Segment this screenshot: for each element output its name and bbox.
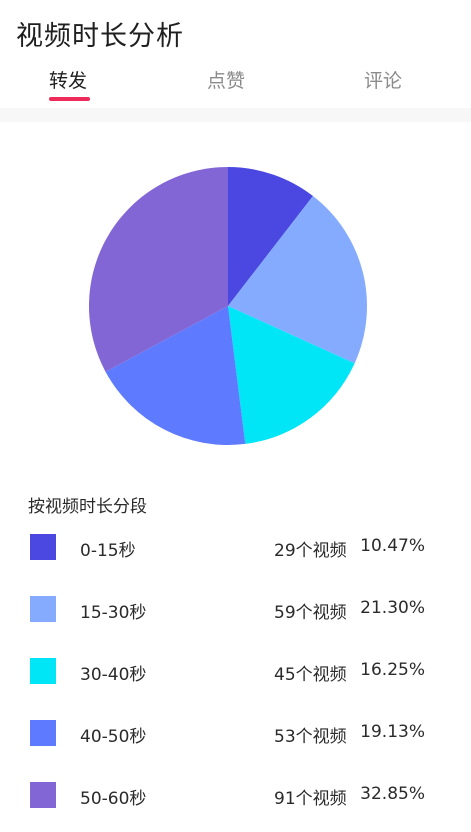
legend-range-label: 50-60秒 [80, 789, 147, 809]
legend-row-0-15: 0-15秒 29个视频 10.47% [0, 534, 471, 564]
legend-percent-label: 21.30% [360, 598, 425, 618]
legend-title: 按视频时长分段 [28, 497, 147, 517]
pie-chart-svg [89, 167, 368, 446]
legend-range-label: 15-30秒 [80, 603, 147, 623]
pie-slice-0-15秒[interactable] [228, 167, 313, 306]
legend-row-40-50: 40-50秒 53个视频 19.13% [0, 720, 471, 750]
legend-row-15-30: 15-30秒 59个视频 21.30% [0, 596, 471, 626]
legend-row-30-40: 30-40秒 45个视频 16.25% [0, 658, 471, 688]
page-title: 视频时长分析 [16, 21, 184, 52]
legend-range-label: 0-15秒 [80, 541, 136, 561]
legend-swatch [30, 720, 56, 746]
pie-slice-40-50秒[interactable] [105, 306, 246, 446]
legend-percent-label: 16.25% [360, 660, 425, 680]
section-divider [0, 108, 471, 122]
legend-swatch [30, 658, 56, 684]
tab-repost[interactable]: 转发 [49, 70, 88, 92]
tab-bar: 转发 点赞 评论 [0, 66, 471, 106]
legend-percent-label: 32.85% [360, 784, 425, 804]
legend-swatch [30, 596, 56, 622]
legend-range-label: 40-50秒 [80, 727, 147, 747]
tab-comment[interactable]: 评论 [364, 70, 403, 92]
legend-count-label: 53个视频 [274, 727, 347, 747]
legend-swatch [30, 534, 56, 560]
legend-count-label: 29个视频 [274, 541, 347, 561]
legend-count-label: 59个视频 [274, 603, 347, 623]
active-tab-indicator [49, 97, 90, 101]
legend-swatch [30, 782, 56, 808]
legend-range-label: 30-40秒 [80, 665, 147, 685]
pie-slice-15-30秒[interactable] [228, 196, 368, 364]
legend-percent-label: 10.47% [360, 536, 425, 556]
legend-count-label: 45个视频 [274, 665, 347, 685]
legend-count-label: 91个视频 [274, 789, 347, 809]
tab-like[interactable]: 点赞 [207, 70, 246, 92]
duration-pie-chart [0, 122, 471, 482]
pie-slice-30-40秒[interactable] [228, 306, 355, 444]
legend-row-50-60: 50-60秒 91个视频 32.85% [0, 782, 471, 812]
pie-slice-50-60秒[interactable] [89, 167, 229, 372]
legend-percent-label: 19.13% [360, 722, 425, 742]
